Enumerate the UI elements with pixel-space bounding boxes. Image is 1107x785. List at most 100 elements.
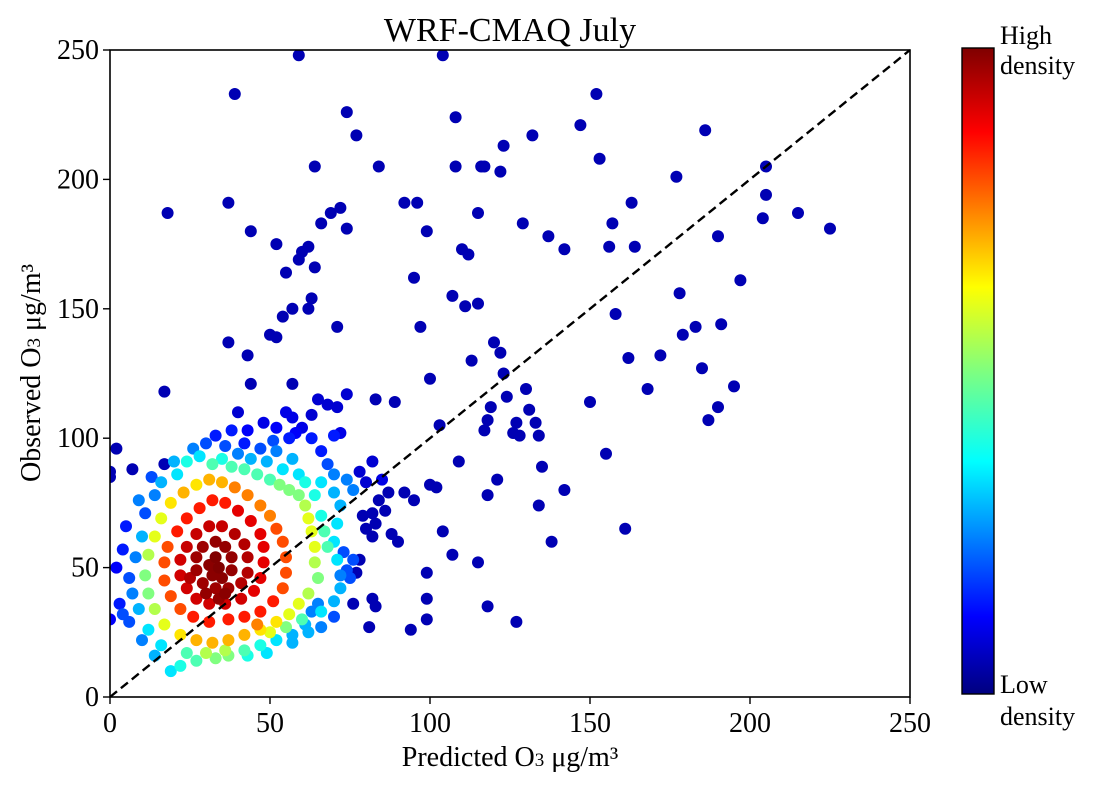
scatter-point [244,225,257,238]
scatter-point [321,540,334,553]
scatter-point [203,615,216,628]
scatter-point [174,659,187,672]
scatter-point [462,248,475,261]
scatter-point [622,352,635,364]
scatter-point [244,377,257,390]
scatter-point [334,201,347,214]
scatter-point [619,522,632,535]
scatter-point [129,551,142,564]
scatter-point [302,302,315,315]
scatter-point [494,165,507,178]
scatter-point [174,628,187,641]
scatter-point [523,403,536,416]
scatter-point [280,566,292,579]
scatter-point [136,634,148,647]
scatter-point [609,308,622,320]
scatter-point [264,626,276,639]
scatter-point [315,621,328,634]
scatter-point [526,129,539,142]
scatter-point [222,634,235,647]
scatter-point [238,610,251,623]
scatter-point [388,396,401,408]
scatter-point [494,346,507,359]
scatter-point [372,494,385,507]
scatter-point [209,652,222,665]
scatter-point [270,522,283,535]
scatter-point [254,528,267,540]
scatter-point [187,610,200,623]
scatter-point [120,520,132,533]
scatter-point [216,572,228,584]
scatter-point [148,603,161,615]
scatter-point [321,458,334,471]
scatter-point [792,207,804,219]
scatter-point [241,349,254,362]
scatter-point [190,551,203,564]
scatter-point [699,124,712,137]
scatter-point [161,540,174,553]
scatter-point [372,160,385,173]
scatter-point [420,613,433,626]
scatter-point [484,401,497,414]
scatter-point [356,509,369,522]
scatter-point [542,230,555,243]
scatter-point [350,129,363,142]
scatter-point [270,421,283,434]
scatter-point [558,243,571,256]
scatter-point [225,460,238,473]
scatter-point [219,496,232,509]
scatter-point [142,548,155,561]
scatter-point [641,383,654,395]
scatter-point [238,628,251,641]
scatter-point [625,196,638,209]
scatter-point [529,416,542,429]
scatter-point [200,647,212,659]
plot-frame [109,49,911,698]
scatter-point [155,639,168,652]
scatter-point [190,654,203,667]
scatter-point [180,647,193,659]
y-tick-label: 0 [85,682,99,713]
scatter-point [264,473,276,486]
scatter-point [420,566,433,579]
scatter-points [110,50,836,678]
scatter-point [328,468,340,481]
scatter-point [344,572,356,584]
scatter-point [286,636,299,649]
scatter-point [267,595,280,608]
x-axis-ticks: 0 50 100 150 200 250 [103,697,931,739]
x-tick-label: 150 [569,708,611,739]
scatter-point [449,111,462,124]
scatter-point [398,486,411,499]
scatter-point [414,320,427,333]
scatter-point [180,582,193,595]
scatter-point [286,377,299,390]
scatter-point [232,447,244,460]
scatter-point [376,473,388,486]
scatter-point [148,530,161,543]
scatter-point [488,336,500,349]
scatter-point [824,222,836,235]
scatter-point [209,429,222,442]
scatter-point [126,463,139,476]
scatter-point [398,196,411,209]
scatter-point [481,600,494,613]
scatter-point [369,517,382,530]
scatter-point [491,473,504,486]
scatter-point [305,525,318,538]
scatter-point [238,644,251,657]
scatter-point [171,525,184,538]
scatter-point [241,566,254,579]
scatter-point [200,587,212,600]
scatter-point [145,471,158,483]
scatter-point [382,486,395,499]
scatter-point [174,603,187,615]
scatter-point [328,429,340,442]
scatter-point [190,592,203,605]
scatter-point [283,484,296,496]
scatter-point [420,592,433,605]
scatter-point [139,569,152,582]
scatter-point [315,509,328,522]
scatter-point [222,336,235,349]
x-tick-label: 200 [729,708,771,739]
